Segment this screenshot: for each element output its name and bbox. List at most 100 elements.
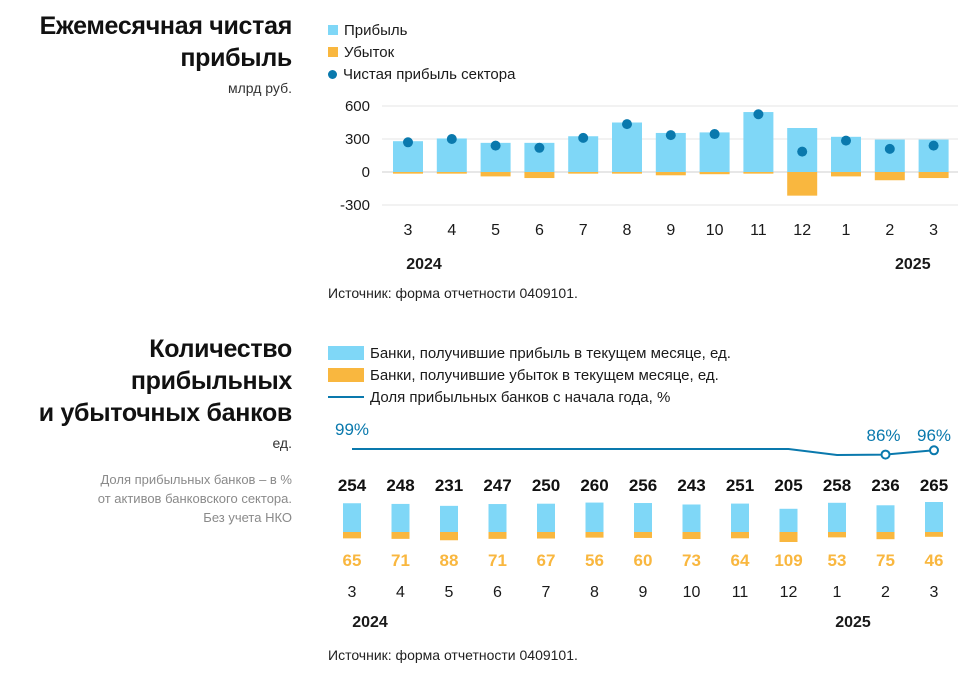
loss-banks-bar [537, 532, 555, 539]
loss-banks-label: 71 [391, 551, 410, 570]
profit-banks-label: 258 [823, 476, 851, 495]
loss-bar [787, 172, 818, 196]
chart1-title-line: прибыль [180, 44, 292, 72]
y-tick-label: 0 [362, 164, 370, 181]
profit-banks-label: 205 [774, 476, 802, 495]
loss-bar [524, 172, 555, 179]
legend-item-share: Доля прибыльных банков с начала года, % [328, 386, 731, 408]
loss-bar [393, 172, 423, 174]
profit-banks-bar [488, 504, 507, 532]
profit-banks-bar [343, 503, 361, 532]
profit-bar [436, 138, 467, 172]
x-tick-label: 12 [780, 584, 798, 601]
loss-banks-label: 67 [537, 551, 556, 570]
x-tick-label: 3 [929, 222, 938, 239]
x-tick-label: 12 [793, 222, 811, 239]
x-tick-label: 8 [623, 222, 632, 239]
profit-banks-bar [682, 504, 701, 532]
loss-bar [568, 172, 599, 174]
legend-item-profit: Прибыль [328, 19, 515, 41]
legend-marker-net [328, 69, 337, 79]
x-tick-label: 4 [447, 222, 456, 239]
legend-swatch-loss [328, 47, 338, 57]
chart2-source: Источник: форма отчетности 0409101. [328, 647, 578, 663]
legend-swatch-loss [328, 368, 364, 382]
profit-bar [612, 122, 642, 172]
x-tick-label: 6 [535, 222, 544, 239]
x-tick-label: 2 [881, 584, 890, 601]
share-label: 99% [335, 420, 369, 439]
y-tick-label: 600 [345, 98, 370, 115]
profit-banks-label: 250 [532, 476, 560, 495]
legend-label: Чистая прибыль сектора [343, 65, 516, 83]
x-tick-label: 3 [404, 222, 413, 239]
loss-banks-label: 109 [774, 551, 802, 570]
profit-banks-label: 247 [483, 476, 511, 495]
legend-item-loss-banks: Банки, получившие убыток в текущем месяц… [328, 364, 731, 386]
profit-banks-bar [634, 503, 652, 532]
chart2-note-line: от активов банковского сектора. [97, 491, 292, 506]
profit-banks-bar [876, 505, 895, 532]
profit-banks-label: 231 [435, 476, 463, 495]
profit-banks-label: 236 [871, 476, 899, 495]
loss-banks-bar [488, 532, 507, 539]
net-profit-point [928, 140, 939, 151]
x-tick-label: 3 [930, 584, 939, 601]
chart2-note: Доля прибыльных банков – в % от активов … [2, 470, 292, 527]
x-tick-label: 11 [750, 222, 767, 239]
net-profit-point [709, 129, 720, 140]
x-tick-label: 6 [493, 584, 502, 601]
loss-banks-bar [925, 532, 943, 537]
loss-bar [874, 172, 905, 181]
net-profit-point [797, 146, 808, 157]
net-profit-point [753, 109, 764, 120]
chart2-note-line: Без учета НКО [203, 510, 292, 525]
x-tick-label: 3 [348, 584, 357, 601]
loss-banks-bar [876, 532, 895, 540]
loss-banks-label: 56 [585, 551, 604, 570]
profit-banks-bar [537, 503, 555, 532]
loss-banks-bar [440, 532, 458, 541]
chart1-title-line: Ежемесячная чистая [39, 12, 293, 40]
loss-bar [480, 172, 511, 177]
loss-banks-bar [585, 532, 604, 538]
x-tick-label: 7 [542, 584, 551, 601]
loss-bar [436, 172, 467, 174]
net-profit-point [446, 134, 457, 144]
year-label: 2025 [835, 614, 871, 631]
net-profit-point [622, 119, 632, 130]
loss-bar [743, 172, 774, 174]
x-tick-label: 9 [639, 584, 648, 601]
share-label: 96% [917, 426, 951, 445]
profit-banks-bar [585, 502, 604, 532]
chart2-title-line: прибыльных [130, 367, 292, 395]
loss-bar [831, 172, 861, 177]
legend-label: Доля прибыльных банков с начала года, % [370, 388, 671, 406]
loss-banks-bar [634, 532, 652, 538]
chart1-title: Ежемесячная чистая прибыль [0, 10, 293, 74]
legend-swatch-profit [328, 346, 364, 360]
x-tick-label: 1 [842, 222, 851, 239]
y-tick-label: 300 [345, 131, 370, 148]
legend-label: Банки, получившие прибыль в текущем меся… [370, 344, 731, 362]
net-profit-point [578, 132, 589, 143]
net-profit-point [884, 143, 895, 154]
x-tick-label: 11 [732, 584, 749, 601]
share-point [880, 449, 891, 460]
x-tick-label: 4 [396, 584, 405, 601]
x-tick-label: 10 [683, 584, 701, 601]
profit-banks-label: 248 [386, 476, 414, 495]
net-profit-point [490, 140, 501, 151]
loss-banks-label: 75 [876, 551, 895, 570]
profit-banks-bar [779, 508, 798, 532]
loss-banks-label: 46 [925, 551, 944, 570]
year-label: 2024 [406, 256, 442, 273]
loss-banks-label: 71 [488, 551, 507, 570]
loss-banks-label: 88 [440, 551, 459, 570]
profit-banks-bar [731, 503, 749, 532]
profit-banks-label: 254 [338, 476, 367, 495]
legend-label: Банки, получившие убыток в текущем месяц… [370, 366, 719, 384]
profit-banks-bar [440, 505, 458, 532]
